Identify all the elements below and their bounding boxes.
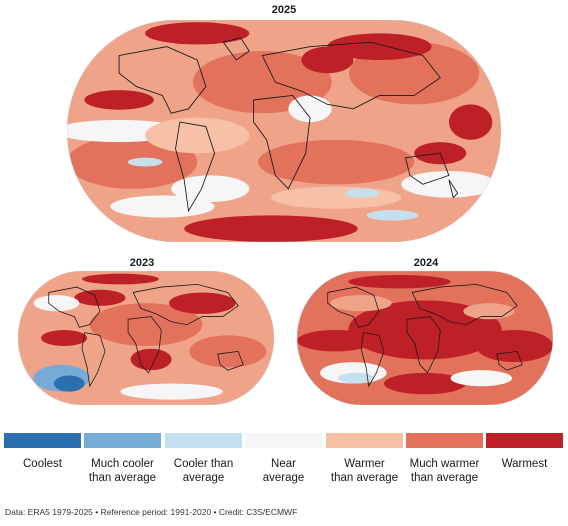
map-title-2023: 2023	[129, 257, 155, 269]
world-map-2024	[297, 271, 553, 405]
legend-label: Much warmer than average	[409, 458, 480, 484]
legend-item-much-cooler: Much cooler than average	[84, 433, 161, 485]
data-credit: Data: ERA5 1979-2025 • Reference period:…	[5, 507, 298, 517]
legend-swatch	[84, 433, 161, 448]
legend: Coolest Much cooler than average Cooler …	[4, 433, 564, 493]
legend-label: Warmer than average	[330, 458, 399, 484]
legend-item-coolest: Coolest	[4, 433, 81, 471]
legend-item-near-average: Near average	[245, 433, 322, 485]
legend-label: Warmest	[501, 458, 548, 470]
legend-swatch	[406, 433, 483, 448]
legend-label: Much cooler than average	[88, 458, 157, 484]
legend-swatch	[245, 433, 322, 448]
legend-swatch	[326, 433, 403, 448]
legend-swatch	[165, 433, 242, 448]
legend-item-warmest: Warmest	[486, 433, 563, 471]
legend-label: Cooler than average	[173, 458, 234, 484]
legend-item-much-warmer: Much warmer than average	[406, 433, 483, 485]
world-map-2023	[18, 271, 274, 405]
legend-swatch	[486, 433, 563, 448]
map-title-2024: 2024	[413, 257, 439, 269]
map-title-2025: 2025	[271, 4, 297, 16]
legend-item-warmer: Warmer than average	[326, 433, 403, 485]
legend-item-cooler: Cooler than average	[165, 433, 242, 485]
world-map-2025	[67, 20, 501, 242]
legend-label: Near average	[262, 458, 305, 484]
legend-swatch	[4, 433, 81, 448]
legend-label: Coolest	[23, 458, 62, 470]
